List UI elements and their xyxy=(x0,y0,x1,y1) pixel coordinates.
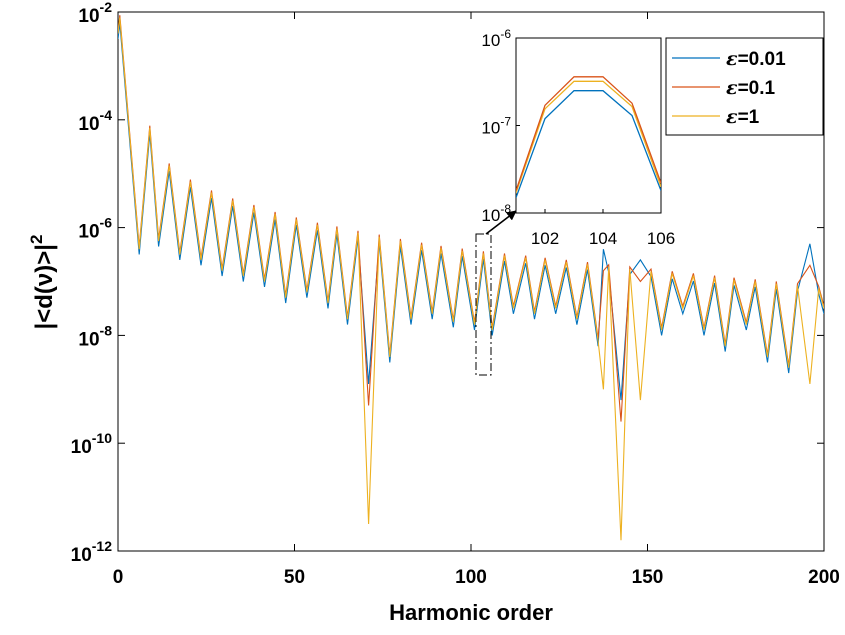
y-tick-label-4: 10-4 xyxy=(78,107,112,135)
inset-series-group xyxy=(516,76,661,198)
inset-x-tick-label-2: 106 xyxy=(647,229,675,248)
y-tick-label-1: 10-10 xyxy=(71,430,113,458)
y-tick-label-2: 10-8 xyxy=(78,322,112,350)
inset-y-tick-label-0: 10-8 xyxy=(481,202,511,225)
inset-axis-ticks: 102 104 106 10-8 10-7 10-6 xyxy=(481,27,675,248)
x-tick-label-3: 150 xyxy=(632,567,664,588)
series-line-0 xyxy=(118,22,824,401)
x-tick-label-2: 100 xyxy=(455,567,487,588)
x-axis-label: Harmonic order xyxy=(389,600,553,625)
y-tick-label-5: 10-2 xyxy=(78,0,112,27)
inset-x-tick-label-0: 102 xyxy=(531,229,559,248)
inset-plot-area xyxy=(515,37,662,214)
x-tick-label-4: 200 xyxy=(808,567,840,588)
legend-label-2: ε=1 xyxy=(726,106,760,128)
y-axis-label: |<d(ν)>|2 xyxy=(27,235,58,330)
y-axis-label-base: |<d(ν)>| xyxy=(31,244,58,329)
x-tick-label-1: 50 xyxy=(284,567,305,588)
inset-series-line-1 xyxy=(516,76,661,191)
legend: ε=0.01 ε=0.1 ε=1 xyxy=(665,37,824,136)
main-series-group xyxy=(118,15,824,541)
x-tick-label-0: 0 xyxy=(113,567,124,588)
zoom-arrow xyxy=(485,210,517,235)
main-axis-ticks: 0 50 100 150 200 10-12 10-10 10-8 10-6 10-4 10-2 xyxy=(71,0,840,588)
inset-y-tick-label-1: 10-7 xyxy=(481,115,511,138)
series-line-2 xyxy=(118,17,824,541)
legend-label-1: ε=0.1 xyxy=(726,77,776,99)
inset-series-line-2 xyxy=(516,80,661,194)
zoom-region-box xyxy=(475,233,492,376)
inset-series-line-0 xyxy=(516,90,661,198)
inset-x-tick-label-1: 104 xyxy=(589,229,617,248)
inset-y-tick-label-2: 10-6 xyxy=(481,27,511,50)
y-tick-label-3: 10-6 xyxy=(78,215,112,243)
y-tick-label-0: 10-12 xyxy=(71,538,113,566)
y-axis-label-exponent: 2 xyxy=(27,235,46,244)
legend-label-0: ε=0.01 xyxy=(726,48,786,70)
